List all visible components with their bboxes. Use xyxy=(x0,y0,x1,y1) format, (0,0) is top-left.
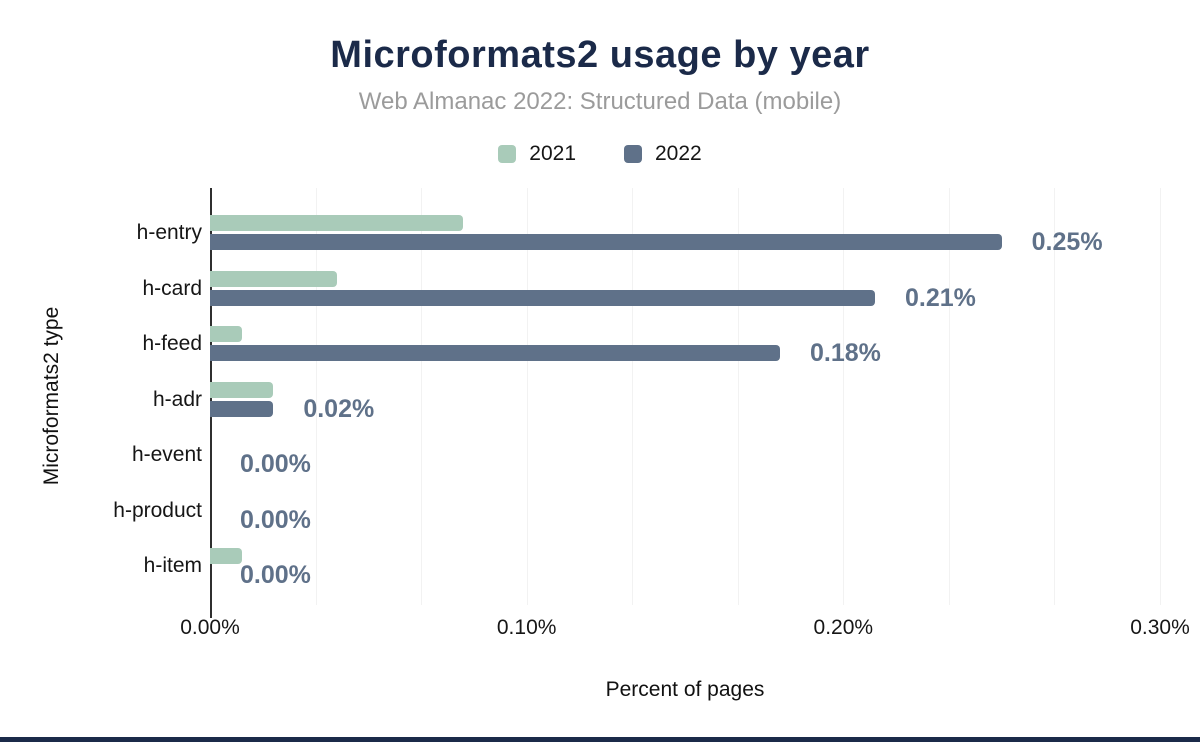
value-label-h-item: 0.00% xyxy=(240,561,311,590)
legend-swatch-2021 xyxy=(498,145,517,163)
legend: 2021 2022 xyxy=(0,142,1200,166)
category-label-h-adr: h-adr xyxy=(152,387,202,411)
chart-subtitle: Web Almanac 2022: Structured Data (mobil… xyxy=(358,88,842,115)
x-tick-label: 0.20% xyxy=(813,616,874,639)
category-label-h-card: h-card xyxy=(142,276,202,300)
footer-accent-bar xyxy=(0,737,1200,742)
x-tick-label: 0.00% xyxy=(180,616,240,639)
gridline xyxy=(948,188,950,605)
x-tick-label: 0.30% xyxy=(1130,616,1190,639)
bar-2022-h-entry[interactable] xyxy=(210,234,1002,251)
legend-label-2021: 2021 xyxy=(529,142,576,165)
gridline xyxy=(526,188,528,605)
category-label-h-event: h-event xyxy=(131,443,202,467)
category-label-h-feed: h-feed xyxy=(142,332,202,356)
value-label-h-entry: 0.25% xyxy=(1031,228,1103,257)
gridline xyxy=(1054,188,1056,605)
bar-2022-h-card[interactable] xyxy=(210,289,875,306)
legend-label-2022: 2022 xyxy=(655,142,702,165)
bar-2022-h-adr[interactable] xyxy=(210,400,274,417)
x-tick-label: 0.10% xyxy=(496,616,557,639)
bar-2021-h-item[interactable] xyxy=(210,548,242,565)
legend-item-2021: 2021 xyxy=(498,142,576,166)
gridline xyxy=(737,188,739,605)
bar-2022-h-feed[interactable] xyxy=(210,345,780,362)
bar-2021-h-card[interactable] xyxy=(210,270,337,287)
value-label-h-product: 0.00% xyxy=(240,505,311,534)
bar-2021-h-feed[interactable] xyxy=(210,326,242,343)
gridline xyxy=(315,188,317,605)
value-label-h-feed: 0.18% xyxy=(810,339,881,368)
gridline xyxy=(843,188,845,605)
category-label-h-product: h-product xyxy=(113,498,202,522)
category-label-h-item: h-item xyxy=(143,554,202,578)
gridline xyxy=(1160,188,1161,605)
gridline xyxy=(632,188,634,605)
value-label-h-adr: 0.02% xyxy=(303,394,375,423)
value-label-h-card: 0.21% xyxy=(905,283,976,312)
chart-title: Microformats2 usage by year xyxy=(330,34,870,76)
bar-2021-h-adr[interactable] xyxy=(210,381,274,398)
x-axis-title: Percent of pages xyxy=(605,678,765,701)
bar-2021-h-entry[interactable] xyxy=(210,215,464,232)
legend-item-2022: 2022 xyxy=(624,142,702,166)
legend-swatch-2022 xyxy=(624,145,642,163)
category-label-h-entry: h-entry xyxy=(136,221,202,245)
value-label-h-event: 0.00% xyxy=(240,450,311,479)
gridline xyxy=(421,188,423,605)
